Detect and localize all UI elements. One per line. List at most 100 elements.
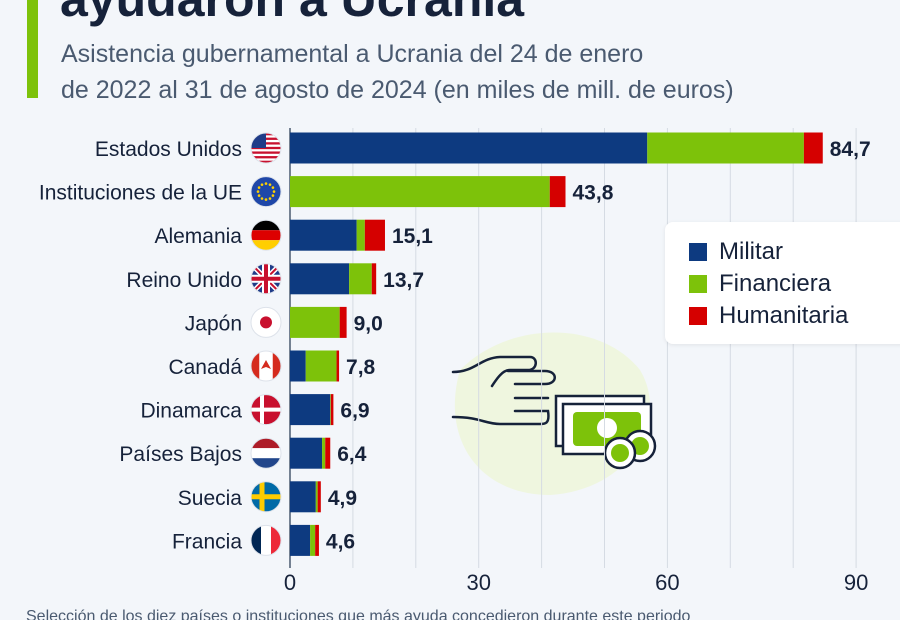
flag-border — [250, 524, 282, 556]
bar-segment-financiera — [290, 306, 340, 338]
flag-stripe — [251, 448, 281, 459]
subtitle-line-2: de 2022 al 31 de agosto de 2024 (en mile… — [61, 76, 734, 104]
bar-row: Estados Unidos 84,7 — [95, 132, 871, 164]
flag-stripe — [251, 458, 281, 469]
category-label: Estados Unidos — [95, 138, 242, 161]
flag-gb-icon — [251, 263, 281, 294]
category-label: Países Bajos — [119, 443, 242, 466]
footer-note: Selección de los diez países o instituci… — [26, 608, 691, 620]
category-label: Reino Unido — [126, 269, 242, 292]
category-label: Instituciones de la UE — [39, 182, 242, 205]
legend: Militar Financiera Humanitaria — [665, 222, 900, 344]
bar-segment-financiera — [315, 481, 318, 513]
total-value-label: 15,1 — [392, 225, 433, 248]
flag-leaf — [261, 360, 271, 369]
bar-segment-humanitaria — [336, 350, 340, 382]
flag-stripe — [261, 525, 271, 556]
chart-subtitle: Asistencia gubernamental a Ucrania del 2… — [61, 36, 734, 108]
chart-title: ayudaron a Ucrania — [60, 0, 524, 28]
legend-item-financiera: Financiera — [689, 270, 831, 298]
flag-border — [250, 176, 282, 208]
bar-row: Dinamarca 6,9 — [140, 394, 370, 426]
flag-border — [250, 306, 282, 338]
accent-bar — [27, 0, 38, 98]
flag-fr-icon — [251, 525, 281, 556]
bar-segment-militar — [290, 481, 316, 513]
flag-border — [250, 437, 282, 469]
flag-star — [271, 194, 275, 197]
bar-segment-financiera — [349, 263, 372, 295]
category-label: Francia — [172, 530, 242, 553]
flag-ca-icon — [251, 351, 281, 381]
flag-star — [260, 183, 264, 186]
flag-us-icon — [251, 133, 281, 163]
bar-row: Japón 9,0 — [185, 306, 383, 338]
bar-row: Alemania 15,1 — [154, 219, 433, 251]
flag-border — [250, 481, 282, 513]
flag-nl-icon — [251, 438, 281, 469]
flag-jp-icon — [251, 307, 281, 338]
flag-cross — [251, 394, 281, 425]
legend-label: Financiera — [719, 270, 832, 297]
flag-star — [256, 190, 260, 193]
legend-item-militar: Militar — [689, 238, 783, 266]
x-tick-label: 30 — [466, 570, 490, 595]
bar-segment-financiera — [322, 437, 326, 469]
flag-se-icon — [251, 481, 281, 512]
legend-item-humanitaria: Humanitaria — [689, 302, 848, 330]
total-value-label: 4,9 — [328, 487, 357, 510]
legend-swatch — [689, 275, 707, 293]
total-value-label: 4,6 — [326, 530, 355, 553]
flag-star — [264, 182, 268, 185]
bar-segment-financiera — [305, 350, 337, 382]
category-label: Dinamarca — [140, 400, 242, 423]
flag-stripe — [251, 151, 281, 154]
flag-bg — [251, 176, 281, 207]
flag-sun — [260, 316, 272, 329]
bar-segment-militar — [290, 437, 323, 469]
legend-label: Militar — [719, 238, 783, 265]
total-value-label: 6,4 — [337, 443, 367, 466]
bar-segment-financiera — [356, 219, 365, 251]
legend-swatch — [689, 243, 707, 261]
bar-segment-financiera — [290, 176, 550, 208]
bar-row: Reino Unido 13,7 — [126, 263, 424, 295]
flag-stripe — [251, 525, 261, 556]
category-label: Canadá — [168, 356, 242, 379]
flag-eu-icon — [251, 176, 281, 207]
bar-segment-humanitaria — [325, 437, 331, 469]
bar-segment-humanitaria — [339, 306, 347, 338]
bar-segment-financiera — [310, 524, 316, 556]
flag-stripe — [251, 160, 281, 163]
bar-segment-humanitaria — [317, 481, 321, 513]
flag-star — [257, 194, 261, 197]
flag-stripe — [251, 438, 281, 449]
bar-segment-humanitaria — [315, 524, 319, 556]
category-label: Japón — [185, 312, 242, 335]
bar-segment-militar — [290, 350, 306, 382]
flag-band — [251, 351, 260, 381]
total-value-label: 13,7 — [383, 269, 424, 292]
bar-segment-humanitaria — [364, 219, 385, 251]
flag-stripe — [251, 220, 281, 231]
flag-stripe — [251, 240, 281, 251]
x-tick-label: 0 — [284, 570, 296, 595]
flag-border — [250, 394, 282, 426]
bar-segment-militar — [290, 394, 331, 426]
flag-border — [250, 132, 282, 164]
bar-row: Francia 4,6 — [172, 524, 355, 556]
total-value-label: 6,9 — [340, 400, 369, 423]
bar-segment-humanitaria — [803, 132, 823, 164]
bar-segment-militar — [290, 132, 648, 164]
x-tick-label: 90 — [844, 570, 868, 595]
bar-segment-financiera — [330, 394, 331, 426]
bar-row: Países Bajos 6,4 — [119, 437, 367, 469]
bar-row: Canadá 7,8 — [168, 350, 376, 382]
flag-border — [250, 219, 282, 251]
flag-stripe — [271, 525, 281, 556]
flag-cross — [251, 263, 281, 294]
flag-cross — [251, 481, 281, 512]
flag-star — [260, 197, 264, 200]
